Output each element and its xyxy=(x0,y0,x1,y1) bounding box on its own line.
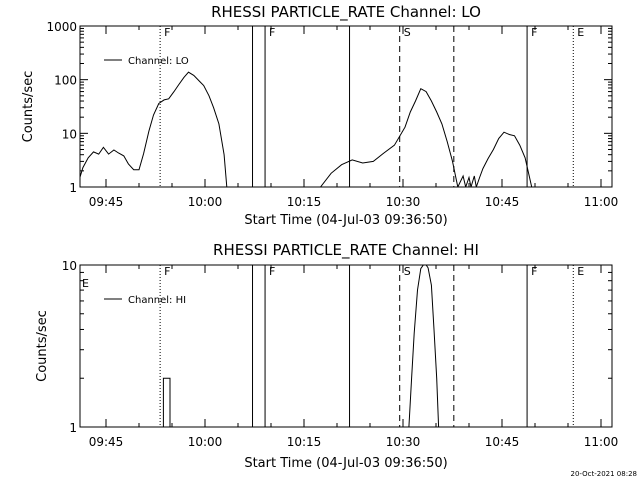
y-tick-label: 1000 xyxy=(46,20,77,34)
event-marker-label-2: F xyxy=(269,26,275,39)
event-marker-label-6: F xyxy=(531,265,537,278)
y-axis-label: Counts/sec xyxy=(35,310,50,382)
y-tick-label: 1 xyxy=(69,181,77,195)
plot-frame xyxy=(79,25,613,188)
x-tick-label: 10:00 xyxy=(188,435,223,449)
x-tick-label: 09:45 xyxy=(89,435,124,449)
event-marker-label-7: E xyxy=(577,26,584,39)
x-tick-label: 11:00 xyxy=(584,195,619,209)
edge-marker-label: E xyxy=(82,277,89,290)
x-tick-label: 11:00 xyxy=(584,435,619,449)
event-marker-label-0: F xyxy=(164,26,170,39)
y-tick-label: 10 xyxy=(62,127,77,141)
series-line-0 xyxy=(80,71,228,187)
event-marker-label-4: S xyxy=(404,265,411,278)
timestamp-label: 20-Oct-2021 08:28 xyxy=(571,470,637,478)
y-tick-label: 1 xyxy=(69,421,77,435)
chart-title: RHESSI PARTICLE_RATE Channel: LO xyxy=(211,3,481,22)
series-line-2 xyxy=(457,131,533,187)
x-tick-label: 10:45 xyxy=(485,195,520,209)
y-tick-label: 10 xyxy=(62,259,77,273)
event-marker-label-4: S xyxy=(404,26,411,39)
event-marker-label-7: E xyxy=(577,265,584,278)
series-line-0 xyxy=(162,377,171,427)
y-tick-label: 100 xyxy=(54,74,77,88)
y-axis-label: Counts/sec xyxy=(21,71,36,143)
x-axis-label: Start Time (04-Jul-03 09:36:50) xyxy=(244,456,447,471)
event-marker-label-2: F xyxy=(269,265,275,278)
x-tick-label: 10:00 xyxy=(188,195,223,209)
x-tick-label: 10:45 xyxy=(485,435,520,449)
event-marker-label-0: F xyxy=(164,265,170,278)
chart-title: RHESSI PARTICLE_RATE Channel: HI xyxy=(213,241,479,260)
x-tick-label: 09:45 xyxy=(89,195,124,209)
series-line-1 xyxy=(408,265,440,427)
panel-lo: RHESSI PARTICLE_RATE Channel: LO F F S F E 1 10… xyxy=(21,3,619,228)
x-axis-label: Start Time (04-Jul-03 09:36:50) xyxy=(244,213,447,228)
x-tick-label: 10:15 xyxy=(287,195,322,209)
x-tick-label: 10:30 xyxy=(386,435,421,449)
plot-area: F F S F EE xyxy=(82,265,584,427)
event-marker-label-6: F xyxy=(531,26,537,39)
panel-hi: RHESSI PARTICLE_RATE Channel: HIF F S F EE11… xyxy=(35,241,619,471)
plot-frame xyxy=(79,264,613,428)
legend-label: Channel: LO xyxy=(128,56,189,67)
x-tick-label: 10:30 xyxy=(386,195,421,209)
x-tick-label: 10:15 xyxy=(287,435,322,449)
legend-label: Channel: HI xyxy=(128,295,186,306)
series-line-1 xyxy=(320,87,459,187)
